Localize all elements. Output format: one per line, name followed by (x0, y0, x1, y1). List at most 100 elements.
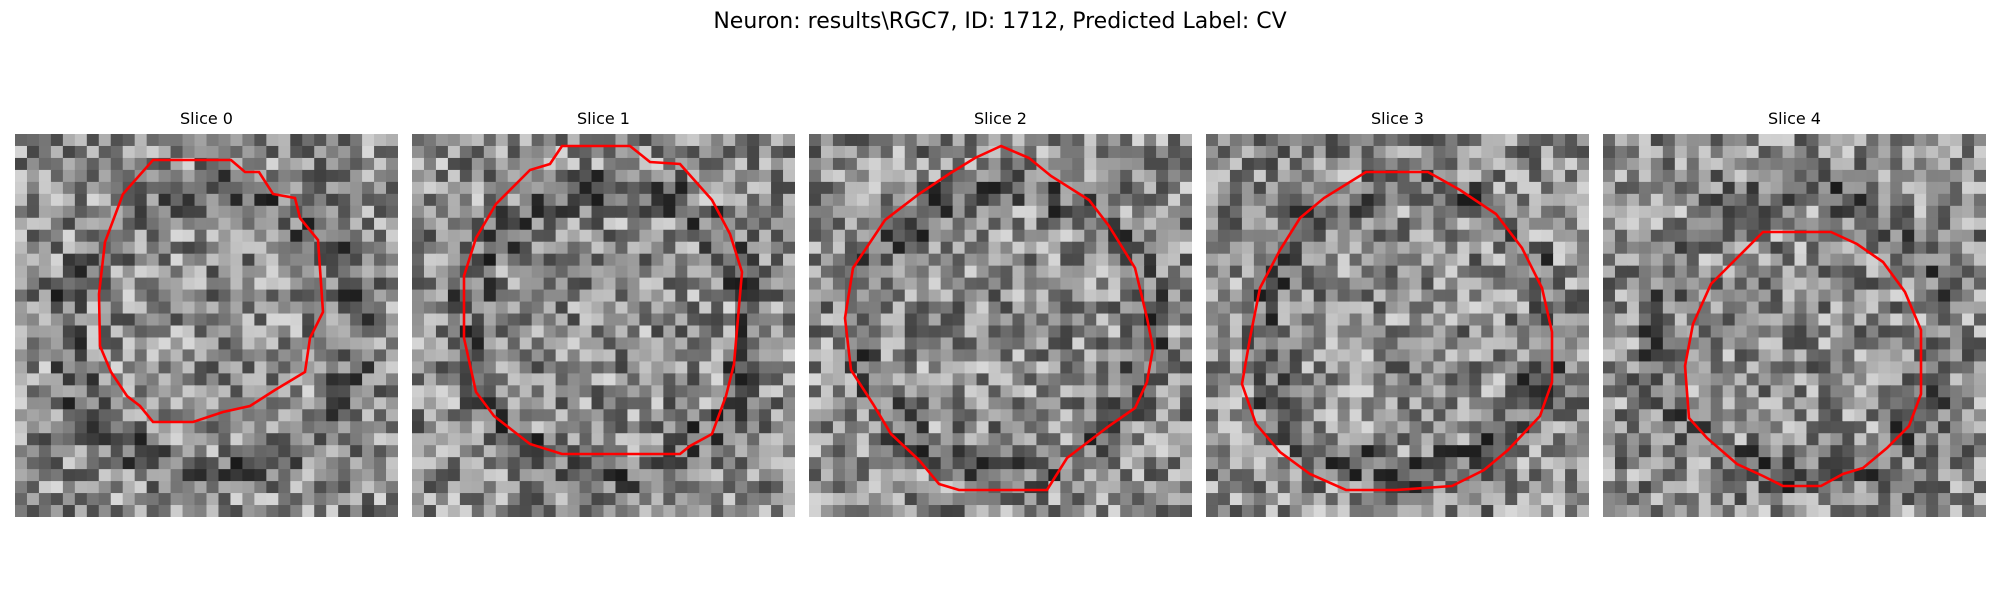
pixel (1830, 409, 1843, 422)
pixel (50, 397, 64, 410)
pixel (1361, 433, 1375, 446)
pixel (1229, 289, 1243, 303)
pixel (976, 289, 990, 303)
pixel (326, 349, 339, 363)
pixel (675, 421, 688, 434)
pixel (651, 397, 664, 410)
pixel (1349, 373, 1363, 386)
pixel (579, 205, 593, 219)
pixel-grid (1603, 134, 1986, 517)
pixel (1866, 205, 1879, 219)
pixel (1806, 385, 1820, 398)
pixel (182, 289, 196, 303)
pixel (1505, 253, 1518, 267)
pixel (74, 409, 88, 422)
pixel (1710, 181, 1724, 195)
pixel (771, 421, 784, 434)
pixel (687, 289, 700, 303)
pixel (988, 421, 1002, 434)
pixel (1168, 385, 1181, 398)
pixel (1626, 169, 1640, 183)
pixel (1890, 205, 1903, 219)
pixel (338, 361, 351, 374)
pixel (1469, 181, 1482, 195)
pixel (1457, 157, 1470, 171)
pixel (1517, 505, 1530, 517)
pixel (1144, 397, 1157, 410)
pixel (1421, 145, 1435, 159)
pixel (1277, 469, 1291, 482)
pixel (856, 313, 870, 327)
pixel (74, 469, 88, 482)
pixel (1060, 193, 1073, 207)
pixel (663, 205, 676, 219)
pixel (1686, 373, 1700, 386)
pixel (1878, 325, 1891, 339)
pixel (1241, 445, 1255, 458)
pixel (62, 265, 76, 279)
pixel (386, 505, 398, 517)
pixel (1734, 157, 1748, 171)
pixel (495, 469, 509, 482)
pixel (1577, 193, 1589, 207)
pixel (242, 313, 255, 327)
pixel (182, 229, 196, 243)
pixel (1603, 205, 1616, 219)
pixel (1734, 193, 1748, 207)
pixel (278, 397, 291, 410)
pixel (1722, 181, 1736, 195)
pixel (374, 481, 387, 494)
pixel (555, 205, 569, 219)
pixel (771, 457, 784, 470)
pixel (1397, 134, 1411, 147)
pixel (1674, 205, 1688, 219)
pixel (1854, 205, 1867, 219)
pixel (1108, 205, 1121, 219)
pixel (1614, 349, 1628, 363)
pixel (290, 145, 303, 159)
pixel (1517, 385, 1530, 398)
pixel (1505, 169, 1518, 183)
pixel (386, 385, 398, 398)
pixel (1553, 241, 1566, 255)
pixel (1180, 134, 1192, 147)
pixel (62, 385, 76, 398)
pixel (1938, 134, 1951, 147)
pixel (1914, 301, 1927, 315)
pixel (663, 277, 676, 291)
pixel (1000, 421, 1014, 434)
pixel (1614, 361, 1628, 374)
pixel (1806, 361, 1820, 374)
pixel (579, 349, 593, 363)
pixel (1206, 241, 1219, 255)
pixel (856, 469, 870, 482)
pixel (374, 145, 387, 159)
pixel (976, 337, 990, 351)
pixel (783, 493, 795, 506)
pixel (940, 325, 954, 339)
pixel (1842, 217, 1855, 231)
pixel (1469, 493, 1482, 506)
pixel (471, 313, 485, 327)
pixel (687, 265, 700, 279)
pixel (603, 229, 617, 243)
pixel (555, 397, 569, 410)
pixel (1722, 277, 1736, 291)
pixel (362, 445, 375, 458)
pixel (1349, 145, 1363, 159)
pixel (1938, 433, 1951, 446)
pixel (1493, 265, 1506, 279)
pixel (1650, 134, 1664, 147)
pixel (122, 409, 136, 422)
pixel (1902, 277, 1915, 291)
pixel (1180, 445, 1192, 458)
pixel (1301, 337, 1315, 351)
pixel (699, 134, 712, 147)
pixel (62, 493, 76, 506)
pixel (1084, 313, 1097, 327)
pixel (1277, 337, 1291, 351)
pixel (1770, 385, 1784, 398)
pixel (723, 301, 736, 315)
pixel (338, 421, 351, 434)
pixel (783, 265, 795, 279)
